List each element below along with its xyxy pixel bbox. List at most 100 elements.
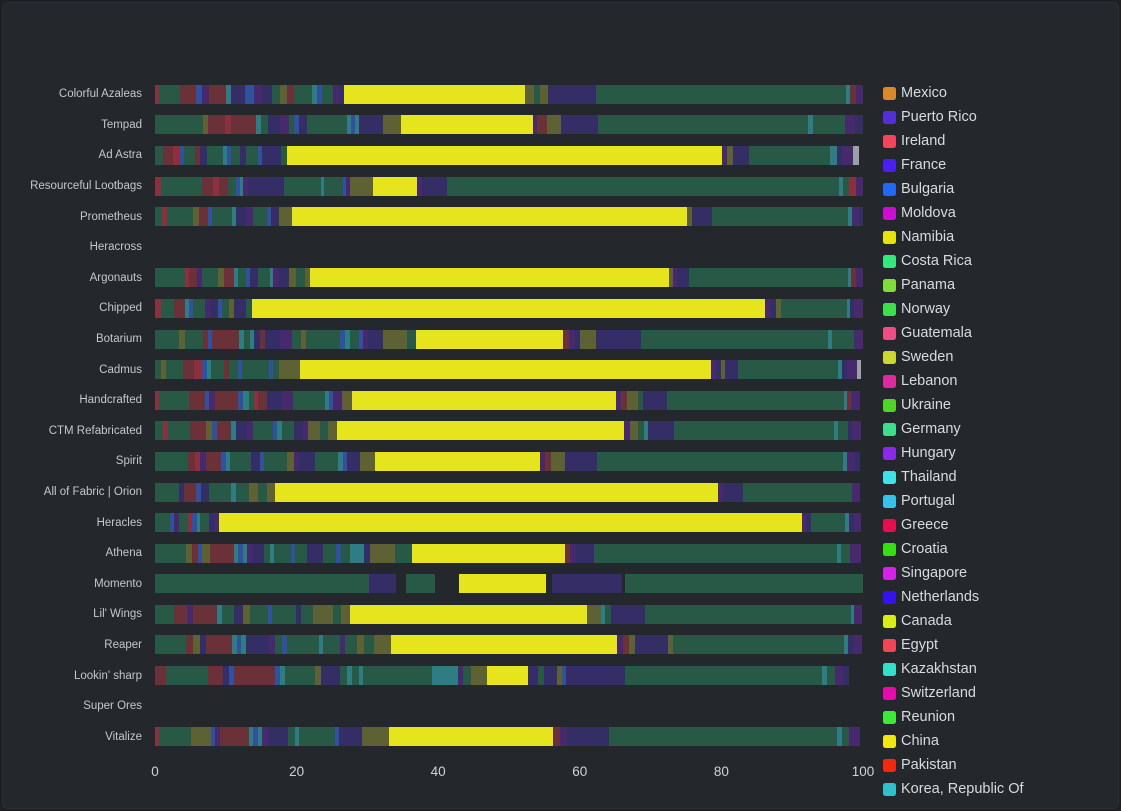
bar-segment[interactable] — [457, 666, 463, 686]
bar-segment[interactable] — [280, 115, 289, 135]
bar-segment[interactable] — [846, 298, 851, 318]
bar-segment[interactable] — [748, 145, 830, 165]
bar-segment[interactable] — [215, 390, 238, 410]
bar-segment[interactable] — [256, 115, 262, 135]
bar-segment[interactable] — [251, 298, 766, 318]
bar-segment[interactable] — [566, 666, 625, 686]
bar-segment[interactable] — [624, 666, 822, 686]
bar-segment[interactable] — [242, 543, 247, 563]
bar-segment[interactable] — [382, 115, 402, 135]
bar-segment[interactable] — [186, 543, 192, 563]
bar-segment[interactable] — [286, 145, 722, 165]
bar-segment[interactable] — [188, 298, 194, 318]
legend-item[interactable]: Switzerland — [883, 681, 1115, 705]
bar-segment[interactable] — [253, 727, 259, 747]
bar-segment[interactable] — [312, 84, 317, 104]
bar-segment[interactable] — [179, 482, 185, 502]
legend-item[interactable]: Guatemala — [883, 321, 1115, 345]
bar-segment[interactable] — [268, 727, 288, 747]
bar-segment[interactable] — [776, 298, 782, 318]
bar-segment[interactable] — [364, 543, 371, 563]
bar-segment[interactable] — [317, 84, 322, 104]
bar-segment[interactable] — [249, 329, 255, 349]
bar-segment[interactable] — [210, 543, 234, 563]
bar-segment[interactable] — [360, 451, 376, 471]
bar-segment[interactable] — [642, 390, 667, 410]
bar-segment[interactable] — [346, 115, 352, 135]
bar-segment[interactable] — [621, 390, 628, 410]
bar-segment[interactable] — [525, 84, 534, 104]
bar-segment[interactable] — [617, 635, 623, 655]
bar-segment[interactable] — [338, 451, 343, 471]
bar-segment[interactable] — [208, 115, 226, 135]
bar-segment[interactable] — [372, 176, 417, 196]
bar-segment[interactable] — [227, 176, 236, 196]
bar-segment[interactable] — [648, 421, 674, 441]
bar-segment[interactable] — [850, 298, 855, 318]
bar-segment[interactable] — [161, 298, 175, 318]
bar-segment[interactable] — [362, 329, 368, 349]
bar-segment[interactable] — [594, 543, 837, 563]
bar-segment[interactable] — [193, 298, 206, 318]
bar-segment[interactable] — [280, 329, 292, 349]
bar-segment[interactable] — [198, 207, 209, 227]
bar-segment[interactable] — [396, 574, 406, 593]
bar-segment[interactable] — [261, 727, 269, 747]
legend-item[interactable]: Korea, Republic Of — [883, 777, 1115, 801]
bar-segment[interactable] — [711, 360, 717, 380]
bar-segment[interactable] — [274, 666, 280, 686]
bar-segment[interactable] — [677, 268, 690, 288]
bar-segment[interactable] — [213, 176, 220, 196]
bar-segment[interactable] — [214, 513, 219, 533]
legend-item[interactable]: Greece — [883, 513, 1115, 537]
bar-segment[interactable] — [245, 298, 252, 318]
bar-segment[interactable] — [781, 298, 847, 318]
bar-segment[interactable] — [605, 604, 611, 624]
bar-segment[interactable] — [270, 543, 274, 563]
bar-segment[interactable] — [163, 145, 174, 165]
bar-segment[interactable] — [222, 604, 235, 624]
bar-segment[interactable] — [462, 666, 472, 686]
bar-segment[interactable] — [188, 513, 193, 533]
legend-item[interactable]: Netherlands — [883, 585, 1115, 609]
bar-segment[interactable] — [737, 360, 839, 380]
bar-segment[interactable] — [271, 207, 279, 227]
bar-segment[interactable] — [350, 543, 365, 563]
bar-segment[interactable] — [229, 360, 238, 380]
bar-segment[interactable] — [552, 574, 622, 594]
bar-segment[interactable] — [186, 604, 194, 624]
bar-segment[interactable] — [295, 604, 301, 624]
bar-segment[interactable] — [305, 329, 340, 349]
bar-segment[interactable] — [343, 84, 526, 104]
bar-segment[interactable] — [568, 329, 576, 349]
bar-segment[interactable] — [838, 360, 843, 380]
bar-segment[interactable] — [209, 482, 232, 502]
bar-segment[interactable] — [723, 482, 743, 502]
bar-segment[interactable] — [559, 727, 567, 747]
bar-segment[interactable] — [561, 666, 567, 686]
bar-segment[interactable] — [319, 635, 324, 655]
bar-segment[interactable] — [627, 390, 638, 410]
legend-item[interactable]: Costa Rica — [883, 249, 1115, 273]
bar-segment[interactable] — [340, 635, 346, 655]
bar-segment[interactable] — [155, 329, 180, 349]
bar-segment[interactable] — [291, 329, 302, 349]
bar-segment[interactable] — [295, 727, 299, 747]
bar-segment[interactable] — [641, 329, 829, 349]
bar-segment[interactable] — [155, 727, 159, 747]
bar-segment[interactable] — [159, 390, 189, 410]
bar-segment[interactable] — [608, 727, 838, 747]
bar-segment[interactable] — [184, 329, 204, 349]
bar-segment[interactable] — [203, 329, 209, 349]
bar-segment[interactable] — [319, 421, 328, 441]
bar-segment[interactable] — [336, 421, 625, 441]
bar-segment[interactable] — [287, 451, 294, 471]
bar-segment[interactable] — [200, 513, 209, 533]
legend-item[interactable]: Pakistan — [883, 753, 1115, 777]
bar-segment[interactable] — [249, 268, 259, 288]
bar-segment[interactable] — [286, 635, 320, 655]
bar-segment[interactable] — [165, 360, 183, 380]
bar-segment[interactable] — [294, 84, 313, 104]
bar-segment[interactable] — [320, 176, 325, 196]
bar-segment[interactable] — [239, 329, 245, 349]
